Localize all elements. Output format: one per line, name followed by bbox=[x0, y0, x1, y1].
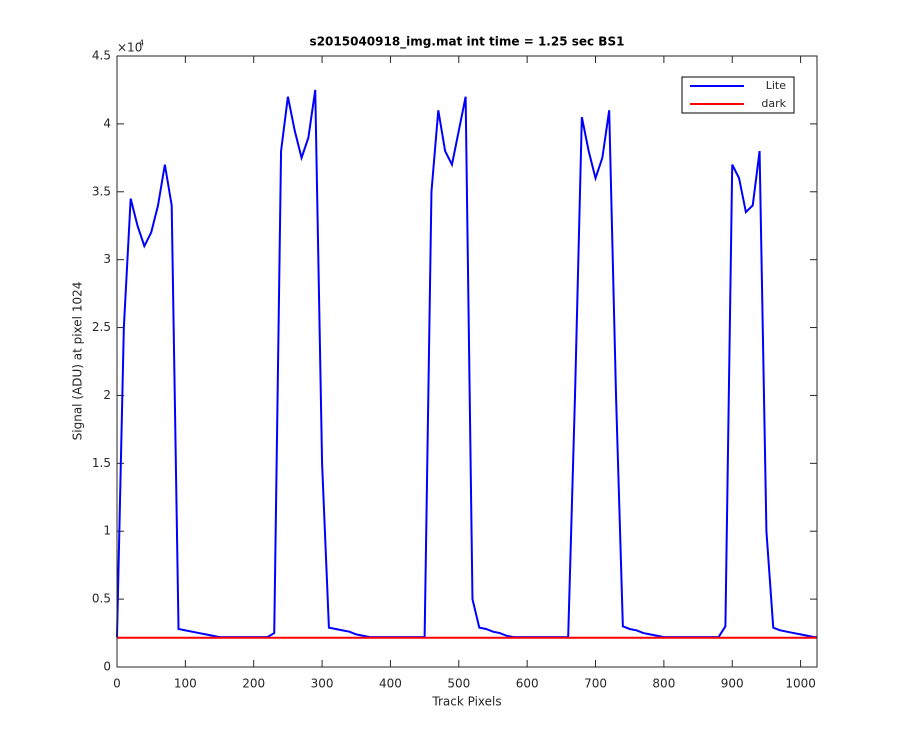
y-tick-label: 1.5 bbox=[92, 456, 111, 470]
y-tick-label: 3 bbox=[103, 252, 111, 266]
x-tick-label: 0 bbox=[113, 677, 121, 691]
x-tick-label: 900 bbox=[721, 677, 744, 691]
y-tick-label: 0.5 bbox=[92, 592, 111, 606]
chart-title: s2015040918_img.mat int time = 1.25 sec … bbox=[310, 35, 625, 50]
x-tick-label: 400 bbox=[379, 677, 402, 691]
y-tick-label: 0 bbox=[103, 660, 111, 674]
y-axis-label: Signal (ADU) at pixel 1024 bbox=[71, 282, 85, 441]
x-tick-label: 800 bbox=[652, 677, 675, 691]
x-tick-label: 500 bbox=[447, 677, 470, 691]
x-tick-label: 700 bbox=[584, 677, 607, 691]
x-axis-label: Track Pixels bbox=[431, 695, 501, 709]
x-tick-label: 1000 bbox=[785, 677, 816, 691]
y-multiplier-exponent: 4 bbox=[139, 39, 144, 48]
y-multiplier: ×10 bbox=[117, 41, 142, 55]
y-tick-label: 2 bbox=[103, 388, 111, 402]
y-tick-label: 1 bbox=[103, 524, 111, 538]
legend-box bbox=[681, 76, 795, 114]
legend-label: dark bbox=[761, 97, 786, 110]
x-tick-label: 600 bbox=[516, 677, 539, 691]
axes-box bbox=[116, 55, 818, 668]
x-tick-label: 300 bbox=[311, 677, 334, 691]
y-tick-label: 4 bbox=[103, 116, 111, 130]
y-tick-label: 3.5 bbox=[92, 184, 111, 198]
y-tick-label: 4.5 bbox=[92, 49, 111, 63]
y-tick-label: 2.5 bbox=[92, 320, 111, 334]
legend-label: Lite bbox=[766, 79, 786, 92]
x-tick-label: 100 bbox=[174, 677, 197, 691]
x-tick-label: 200 bbox=[242, 677, 265, 691]
